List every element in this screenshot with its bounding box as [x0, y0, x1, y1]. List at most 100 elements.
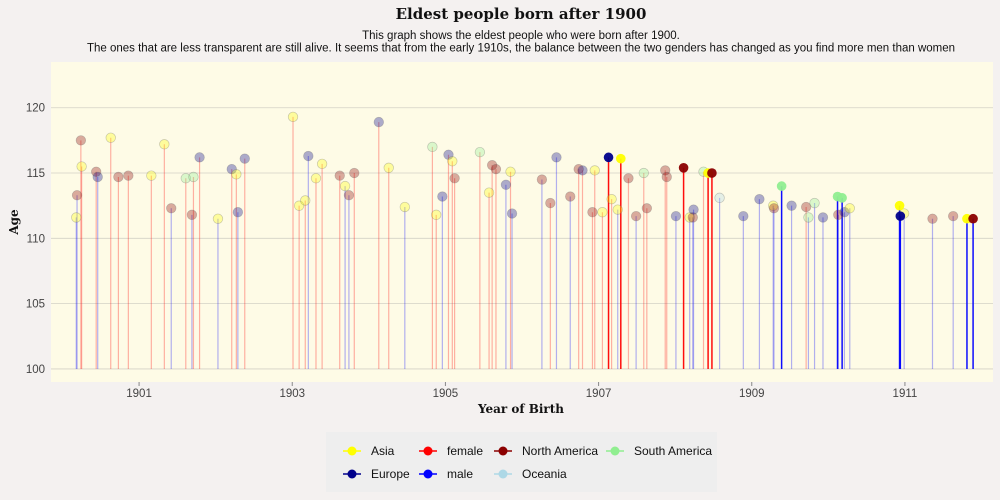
data-point [303, 150, 314, 162]
data-point [427, 141, 438, 153]
data-point [641, 203, 652, 214]
data-point [968, 213, 978, 224]
x-axis-title: Year of Birth [477, 402, 564, 416]
data-point [232, 207, 244, 218]
data-point [123, 170, 134, 181]
data-point [447, 156, 458, 167]
data-point [738, 210, 749, 222]
data-point [839, 207, 850, 218]
chart-subtitle-line-2: The ones that are less transparent are s… [87, 43, 955, 55]
data-point [551, 152, 562, 163]
data-point [71, 190, 83, 201]
legend-background [326, 432, 717, 492]
data-point [714, 192, 725, 203]
y-tick-label: 110 [27, 233, 45, 245]
x-tick-label: 1909 [739, 388, 765, 400]
legend-label: Asia [371, 444, 395, 458]
y-axis-title: Age [7, 209, 21, 236]
data-point [606, 193, 617, 205]
data-point [817, 212, 829, 223]
data-point [776, 181, 787, 191]
x-tick-label: 1907 [586, 388, 612, 400]
data-point [316, 158, 328, 170]
x-axis-ticks: 1901 1903 1905 1907 1909 1911 [126, 382, 917, 400]
x-tick-label: 1903 [279, 388, 305, 400]
data-point [486, 160, 498, 171]
data-point [844, 203, 855, 214]
data-point [474, 146, 486, 158]
data-point [754, 193, 765, 205]
data-point [399, 201, 410, 213]
data-point [894, 200, 905, 211]
data-point [300, 195, 311, 206]
data-point [803, 212, 814, 223]
legend-label: North America [522, 444, 598, 458]
data-point [105, 132, 116, 143]
data-point [293, 200, 305, 211]
data-point [603, 152, 614, 163]
legend-marker [423, 446, 433, 456]
data-point [660, 165, 671, 176]
data-point [948, 210, 959, 222]
legend-marker [423, 469, 433, 479]
data-point [687, 212, 698, 223]
data-point [449, 173, 460, 184]
data-point [707, 168, 717, 178]
data-point [809, 197, 820, 209]
data-point [113, 171, 124, 183]
data-point [768, 200, 779, 211]
data-point [927, 213, 938, 224]
y-tick-label: 115 [27, 168, 45, 180]
y-tick-label: 100 [26, 364, 45, 376]
points [71, 111, 978, 224]
data-point [343, 190, 355, 201]
data-point [587, 207, 598, 218]
data-point [505, 166, 516, 177]
y-tick-label: 105 [26, 299, 45, 311]
data-point [226, 163, 237, 175]
data-point [490, 163, 502, 175]
data-point [349, 167, 360, 179]
x-tick-label: 1911 [893, 388, 918, 400]
data-point [239, 153, 250, 164]
data-point [212, 213, 224, 224]
data-point [75, 135, 87, 146]
legend-item: female [419, 444, 483, 458]
chart-title: Eldest people born after 1900 [396, 5, 647, 23]
data-point [688, 204, 699, 215]
data-point [623, 173, 634, 184]
legend-marker [347, 469, 357, 479]
data-point [661, 171, 672, 183]
data-point [500, 179, 512, 190]
legend-item: Asia [343, 444, 395, 458]
plot-background [51, 62, 993, 382]
legend-marker [498, 469, 508, 479]
data-point [573, 163, 584, 175]
legend-item: South America [606, 444, 712, 458]
data-point [786, 200, 797, 211]
legend-marker [498, 446, 508, 456]
data-point [146, 170, 157, 181]
y-tick-label: 120 [26, 103, 45, 115]
data-point [615, 153, 626, 164]
data-point [630, 210, 642, 222]
legend-label: female [447, 444, 483, 458]
data-point [287, 111, 299, 123]
data-point [231, 169, 242, 180]
data-point [684, 212, 695, 223]
data-point [670, 210, 682, 222]
data-point [565, 191, 576, 202]
data-point [437, 191, 448, 202]
data-point [589, 165, 600, 176]
legend-label: Europe [371, 467, 410, 481]
data-point [895, 211, 906, 221]
data-point [837, 193, 847, 203]
data-point [188, 171, 199, 183]
data-point [536, 174, 548, 185]
data-point [506, 208, 518, 219]
data-point [76, 161, 87, 172]
data-point [383, 162, 394, 173]
legend-marker [610, 446, 620, 456]
data-point [194, 152, 205, 163]
data-point [483, 187, 495, 198]
